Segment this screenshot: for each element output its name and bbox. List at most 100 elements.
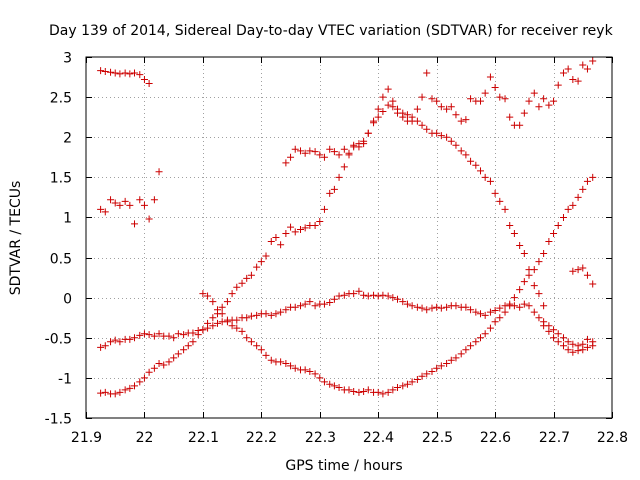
data-point-track-f [535,103,543,111]
data-point-track-d [140,374,148,382]
data-point-track-e [257,346,265,354]
data-point-track-h [574,266,582,274]
data-point-track-e [403,380,411,388]
data-point-track-c [486,308,494,316]
data-point-track-d [540,302,548,310]
data-point-track-a [126,70,134,78]
data-point-track-c [301,300,309,308]
data-point-track-c [107,338,115,346]
data-point-track-f [462,116,470,124]
data-point-track-c [214,319,221,327]
data-point-track-f [477,97,484,105]
data-point-track-d [184,342,192,350]
data-point-track-f [306,147,314,155]
data-point-track-b [126,201,134,209]
data-point-track-c [296,302,304,310]
data-point-track-e [282,359,290,367]
data-point-track-f [554,81,562,89]
data-point-track-c [150,332,158,340]
data-point-track-d [443,133,451,141]
data-point-track-f [364,129,372,137]
data-point-track-d [243,274,251,282]
data-point-track-d [155,359,163,367]
data-point-track-f [423,69,431,77]
data-point-track-c [277,308,285,316]
data-point-track-d [457,147,465,155]
data-point-track-c [174,330,182,338]
data-point-track-d [486,177,494,185]
data-point-track-c [311,302,319,310]
data-point-track-e [496,314,504,322]
data-point-track-e [583,177,591,185]
data-point-track-f [443,105,451,113]
data-point-track-d [496,197,504,205]
data-point-track-e [277,358,285,366]
data-point-track-c [370,291,378,299]
data-point-track-c [384,292,392,300]
data-point-track-d [180,346,188,354]
data-point-track-d [462,151,470,159]
data-point-track-f [501,95,509,103]
data-point-track-c [477,310,484,318]
data-point-track-d [165,358,173,366]
data-point-track-f [583,65,591,73]
data-point-track-h [589,280,597,288]
data-point-track-d [330,185,338,193]
data-point-track-c [267,311,275,319]
data-point-track-c [326,298,334,306]
data-point-track-h [569,267,577,275]
axis-tick-labels: 21.9 22 22.1 22.2 22.3 22.4 22.5 22.6 22.7 22.8-1… [45,51,628,447]
data-point-track-d [437,132,445,140]
data-point-track-c [452,302,460,310]
data-point-track-f [413,105,421,113]
data-point-track-c [131,334,139,342]
data-point-track-c [282,306,290,314]
data-point-track-c [516,303,524,311]
data-point-track-c [140,330,148,338]
data-point-track-e [209,298,217,306]
data-point-track-d [291,228,299,236]
data-point-track-c [428,304,436,312]
data-point-track-d [194,331,202,339]
data-point-track-c [272,310,280,318]
data-point-track-d [209,314,217,322]
data-point-track-d [452,141,460,149]
data-point-track-a [140,75,148,83]
data-point-track-d [472,161,480,169]
data-point-track-h [583,271,591,279]
data-point-track-e [540,250,548,258]
data-point-track-d [199,326,207,334]
data-point-track-d [136,378,144,386]
data-point-track-c [262,310,270,318]
data-point-track-c [423,306,431,314]
data-point-track-c [550,326,558,334]
data-point-track-d [160,361,168,369]
data-point-track-e [384,388,392,396]
x-axis-label: GPS time / hours [285,458,402,474]
data-point-track-e [589,173,597,181]
data-point-track-d [296,225,304,233]
data-point-track-c [569,340,577,348]
data-point-track-e [457,350,465,358]
data-point-track-e [428,367,436,375]
data-point-track-f [574,77,582,85]
data-point-track-e [214,306,221,314]
data-point-track-d [520,250,528,258]
data-point-track-f [525,97,533,105]
data-point-track-d [433,129,441,137]
data-point-track-d [477,167,484,175]
data-point-track-d [262,252,270,260]
data-point-track-d [384,101,392,109]
data-point-track-c [136,331,144,339]
data-point-track-c [408,302,416,310]
data-point-track-d [101,388,109,396]
data-point-track-f [326,145,334,153]
data-point-track-e [330,382,338,390]
data-point-track-f [530,89,538,97]
data-point-track-f [481,89,489,97]
data-point-track-c [291,303,299,311]
y-tick-label: 3 [63,51,72,67]
data-point-track-d [126,384,134,392]
data-point-track-f [564,65,572,73]
data-point-track-g [540,322,548,330]
